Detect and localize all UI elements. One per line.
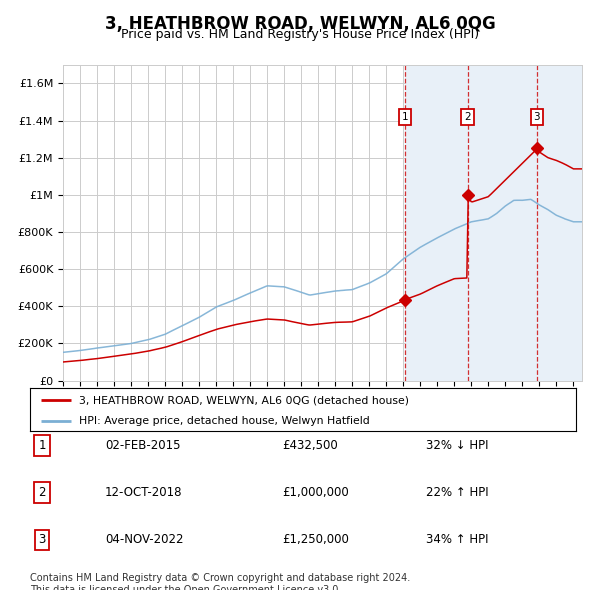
Text: 3: 3: [38, 533, 46, 546]
Text: 22% ↑ HPI: 22% ↑ HPI: [426, 486, 488, 499]
Text: 32% ↓ HPI: 32% ↓ HPI: [426, 439, 488, 452]
Bar: [405, 65, 467, 381]
Text: £432,500: £432,500: [282, 439, 338, 452]
Text: Price paid vs. HM Land Registry's House Price Index (HPI): Price paid vs. HM Land Registry's House …: [121, 28, 479, 41]
Text: 2: 2: [464, 112, 471, 122]
Text: £1,000,000: £1,000,000: [282, 486, 349, 499]
Text: 34% ↑ HPI: 34% ↑ HPI: [426, 533, 488, 546]
Text: 04-NOV-2022: 04-NOV-2022: [105, 533, 184, 546]
Text: 3: 3: [533, 112, 540, 122]
Text: £1,250,000: £1,250,000: [282, 533, 349, 546]
Text: 12-OCT-2018: 12-OCT-2018: [105, 486, 182, 499]
Bar: [537, 65, 582, 381]
Bar: [467, 65, 537, 381]
Text: 1: 1: [38, 439, 46, 452]
Text: 3, HEATHBROW ROAD, WELWYN, AL6 0QG (detached house): 3, HEATHBROW ROAD, WELWYN, AL6 0QG (deta…: [79, 395, 409, 405]
Text: HPI: Average price, detached house, Welwyn Hatfield: HPI: Average price, detached house, Welw…: [79, 415, 370, 425]
Text: 02-FEB-2015: 02-FEB-2015: [105, 439, 181, 452]
Text: Contains HM Land Registry data © Crown copyright and database right 2024.
This d: Contains HM Land Registry data © Crown c…: [30, 573, 410, 590]
Text: 2: 2: [38, 486, 46, 499]
Text: 1: 1: [401, 112, 408, 122]
Text: 3, HEATHBROW ROAD, WELWYN, AL6 0QG: 3, HEATHBROW ROAD, WELWYN, AL6 0QG: [104, 15, 496, 33]
